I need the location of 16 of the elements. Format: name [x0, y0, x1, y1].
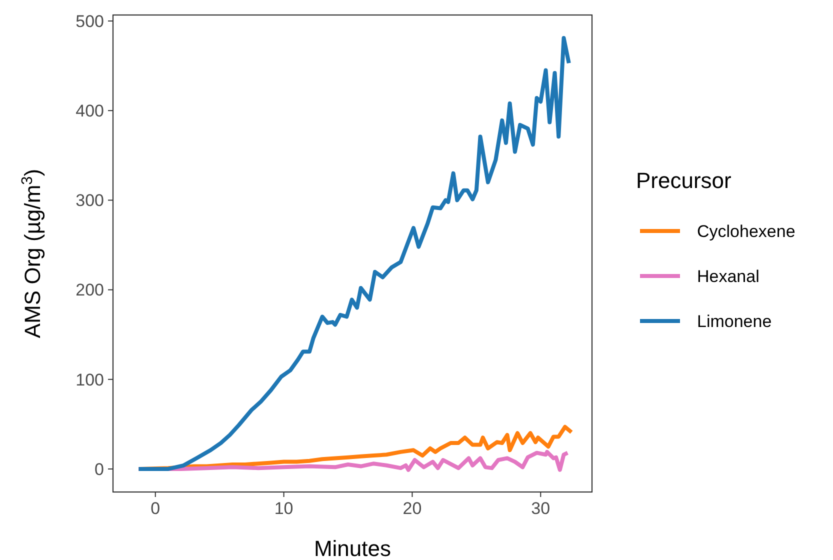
x-tick-label: 20: [402, 499, 422, 518]
y-tick-label: 200: [76, 280, 104, 300]
line-series: [136, 36, 571, 471]
y-tick-label: 500: [76, 12, 104, 31]
legend-label: Cyclohexene: [697, 222, 796, 241]
y-tick-label: 0: [94, 460, 104, 479]
x-tick-label: 30: [531, 499, 550, 518]
x-axis-title: Minutes: [314, 536, 392, 560]
legend-label: Hexanal: [697, 266, 760, 286]
legend-label: Limonene: [697, 312, 772, 331]
y-tick-label: 300: [76, 191, 104, 210]
legend-title: Precursor: [636, 168, 732, 193]
x-tick-label: 0: [150, 499, 160, 518]
x-tick-label: 10: [274, 499, 294, 518]
y-tick-label: 100: [76, 370, 104, 390]
y-tick-label: 400: [76, 102, 104, 121]
